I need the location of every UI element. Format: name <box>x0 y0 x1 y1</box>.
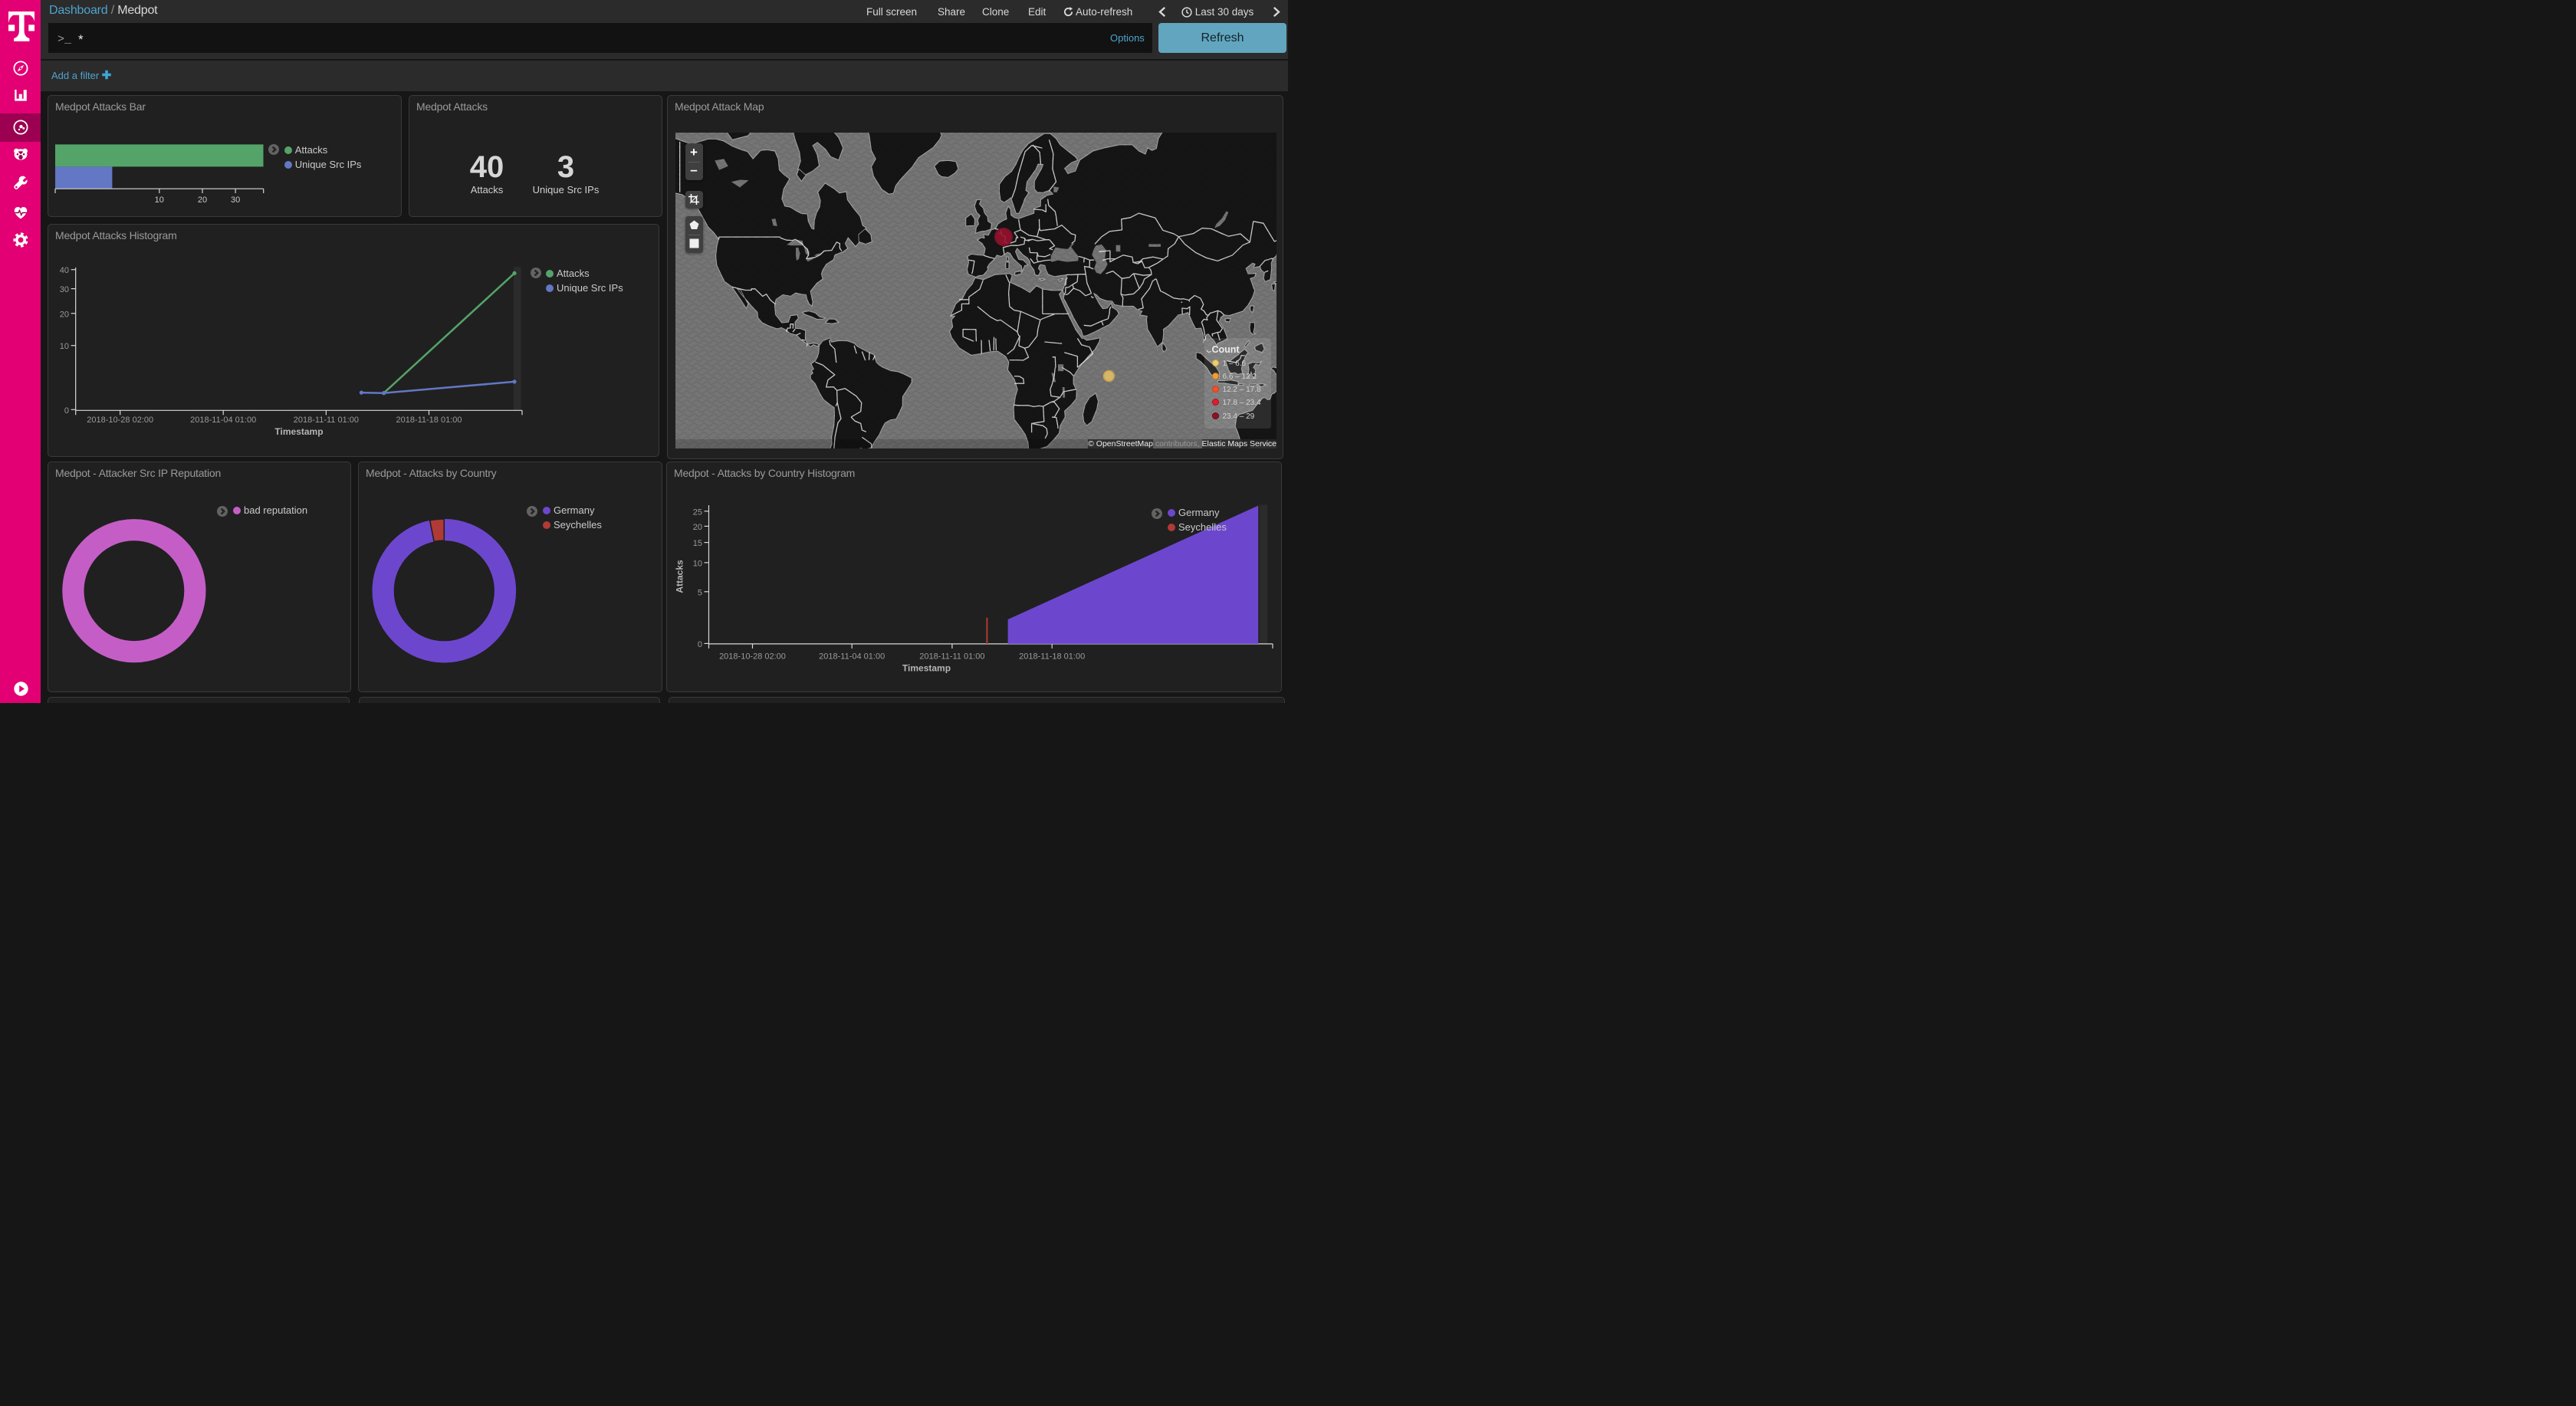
svg-text:2018-11-11 01:00: 2018-11-11 01:00 <box>919 652 984 662</box>
svg-text:15: 15 <box>693 539 702 548</box>
svg-text:2018-11-04 01:00: 2018-11-04 01:00 <box>819 652 885 662</box>
svg-text:10: 10 <box>693 559 702 568</box>
svg-text:Attacks: Attacks <box>675 560 685 593</box>
svg-text:0: 0 <box>64 406 69 416</box>
svg-text:10: 10 <box>60 342 69 351</box>
svg-text:2018-11-11 01:00: 2018-11-11 01:00 <box>294 416 359 425</box>
svg-text:0: 0 <box>698 640 702 649</box>
svg-text:40: 40 <box>60 266 69 275</box>
svg-text:25: 25 <box>693 508 702 517</box>
svg-text:2018-11-18 01:00: 2018-11-18 01:00 <box>396 416 462 425</box>
svg-text:20: 20 <box>693 523 702 532</box>
svg-text:30: 30 <box>60 285 69 294</box>
svg-text:10: 10 <box>155 195 164 205</box>
svg-text:Timestamp: Timestamp <box>902 663 951 674</box>
svg-text:2018-11-18 01:00: 2018-11-18 01:00 <box>1019 652 1085 662</box>
svg-text:2018-11-04 01:00: 2018-11-04 01:00 <box>190 416 256 425</box>
svg-text:20: 20 <box>60 310 69 319</box>
svg-text:30: 30 <box>231 195 240 205</box>
svg-text:20: 20 <box>198 195 207 205</box>
svg-text:5: 5 <box>698 588 702 597</box>
svg-text:Timestamp: Timestamp <box>274 426 323 437</box>
svg-text:2018-10-28 02:00: 2018-10-28 02:00 <box>87 416 153 425</box>
svg-text:2018-10-28 02:00: 2018-10-28 02:00 <box>719 652 786 662</box>
